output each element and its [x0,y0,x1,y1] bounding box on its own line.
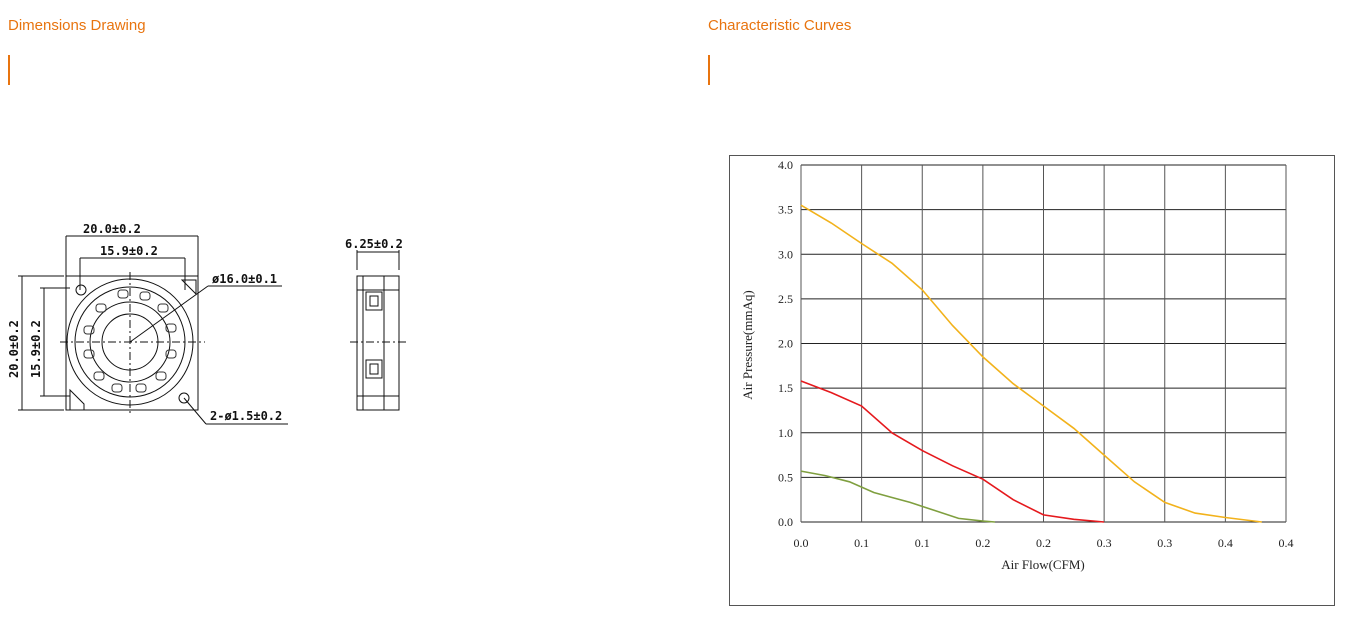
y-tick-label: 3.5 [778,203,793,217]
y-tick-label: 0.5 [778,470,793,484]
curves-accent-bar [708,55,710,85]
y-axis-label: Air Pressure(mmAq) [740,290,755,399]
x-tick-label: 0.3 [1097,536,1112,550]
y-tick-label: 4.0 [778,158,793,172]
chart-series [800,204,1262,523]
curves-title: Characteristic Curves [708,17,852,34]
x-tick-label: 0.0 [794,536,809,550]
dimensions-title: Dimensions Drawing [8,17,146,34]
dim-width-inner: 15.9±0.2 [100,244,158,258]
dim-holes: 2-ø1.5±0.2 [210,409,282,423]
dimensions-accent-bar [8,55,10,85]
y-tick-label: 2.0 [778,337,793,351]
chart-frame [729,155,1335,606]
dim-width-outer: 20.0±0.2 [83,222,141,236]
x-tick-label: 0.4 [1279,536,1294,550]
dim-thickness: 6.25±0.2 [345,237,403,251]
series-line-2 [800,380,1105,523]
series-line-1 [800,204,1262,523]
y-tick-label: 0.0 [778,515,793,529]
x-tick-label: 0.1 [854,536,869,550]
x-tick-labels: 0.0 0.1 0.1 0.2 0.2 0.3 0.3 0.4 0.4 [794,536,1294,550]
dim-height-inner: 15.9±0.2 [29,320,43,378]
y-tick-label: 1.0 [778,426,793,440]
series-line-3 [800,470,996,523]
y-tick-label: 3.0 [778,247,793,261]
x-axis-label: Air Flow(CFM) [1001,557,1084,572]
dim-diameter: ø16.0±0.1 [212,272,277,286]
y-tick-label: 2.5 [778,292,793,306]
dimensions-drawing: 20.0±0.2 15.9±0.2 ø16.0±0.1 2-ø1.5±0.2 2… [7,222,406,425]
x-tick-label: 0.2 [1036,536,1051,550]
y-tick-labels: 0.0 0.5 1.0 1.5 2.0 2.5 3.0 3.5 4.0 [778,158,793,529]
chart-grid [800,164,1287,523]
y-tick-label: 1.5 [778,381,793,395]
x-tick-label: 0.3 [1157,536,1172,550]
x-tick-label: 0.1 [915,536,930,550]
x-tick-label: 0.4 [1218,536,1233,550]
x-tick-label: 0.2 [975,536,990,550]
dim-height-outer: 20.0±0.2 [7,320,21,378]
